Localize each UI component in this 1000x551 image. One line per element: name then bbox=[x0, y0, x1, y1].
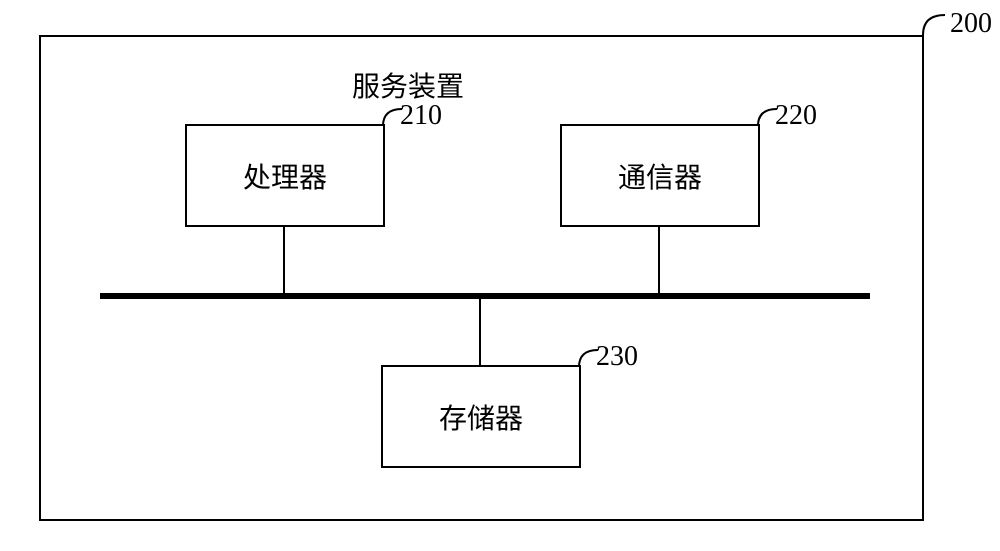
bus-line bbox=[100, 293, 870, 299]
communicator-label: 通信器 bbox=[618, 156, 702, 196]
diagram-title: 服务装置 bbox=[352, 65, 464, 105]
communicator-connector bbox=[658, 227, 660, 293]
container-callout-label: 200 bbox=[950, 8, 992, 40]
memory-label: 存储器 bbox=[439, 397, 523, 437]
processor-callout-label: 210 bbox=[400, 100, 442, 132]
processor-box: 处理器 bbox=[185, 124, 385, 227]
processor-connector bbox=[283, 227, 285, 293]
memory-callout-label: 230 bbox=[596, 341, 638, 373]
memory-box: 存储器 bbox=[381, 365, 581, 468]
communicator-box: 通信器 bbox=[560, 124, 760, 227]
processor-label: 处理器 bbox=[243, 156, 327, 196]
communicator-callout-label: 220 bbox=[775, 100, 817, 132]
memory-connector bbox=[479, 299, 481, 365]
